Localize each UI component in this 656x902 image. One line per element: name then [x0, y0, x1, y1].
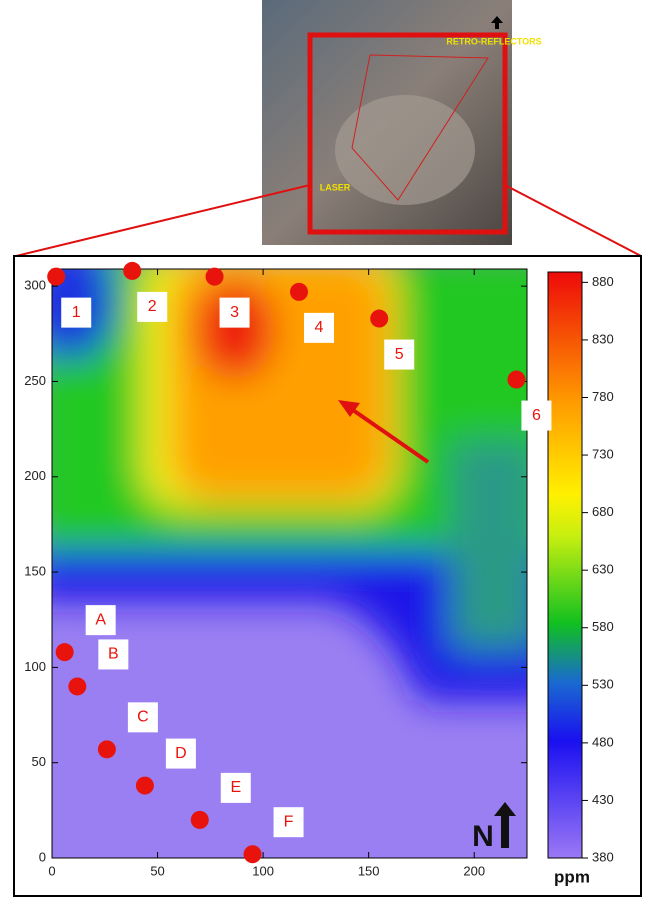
x-tick-label: 100	[252, 863, 274, 878]
point	[136, 777, 154, 795]
point-label: E	[230, 779, 241, 796]
colorbar-tick-label: 530	[592, 677, 614, 692]
point-label: 4	[315, 319, 324, 336]
field-red	[195, 280, 275, 380]
photo: RETRO-REFLECTORS LASER	[262, 0, 542, 245]
zoom-line	[505, 185, 641, 256]
figure: RETRO-REFLECTORS LASER N ppm 05010015020…	[0, 0, 656, 897]
y-tick-label: 150	[24, 564, 46, 579]
point-label: 5	[395, 346, 404, 363]
point-label: D	[175, 745, 187, 762]
colorbar-tick-label: 830	[592, 331, 614, 346]
colorbar-tick-label: 730	[592, 446, 614, 461]
colorbar-tick-label: 430	[592, 792, 614, 807]
point	[370, 310, 388, 328]
y-tick-label: 100	[24, 659, 46, 674]
photo-label: LASER	[320, 182, 351, 192]
point-label: 2	[148, 298, 157, 315]
colorbar-tick-label: 380	[592, 849, 614, 864]
point-label: 3	[230, 304, 239, 321]
colorbar-tick-label: 480	[592, 734, 614, 749]
y-tick-label: 50	[32, 754, 46, 769]
colorbar-tick-label: 880	[592, 274, 614, 289]
point	[244, 845, 262, 863]
x-tick-label: 0	[48, 863, 55, 878]
point	[206, 268, 224, 286]
colorbar-tick-label: 630	[592, 562, 614, 577]
point	[191, 811, 209, 829]
y-tick-label: 300	[24, 278, 46, 293]
point-label: 6	[532, 407, 541, 424]
y-tick-label: 250	[24, 373, 46, 388]
colorbar-tick-label: 580	[592, 619, 614, 634]
colorbar-label: ppm	[554, 867, 590, 886]
point-label: A	[95, 611, 106, 628]
point	[47, 268, 65, 286]
x-tick-label: 50	[150, 863, 164, 878]
colorbar-tick-label: 780	[592, 389, 614, 404]
heatmap	[25, 240, 570, 858]
point-label: B	[108, 646, 119, 663]
point	[98, 740, 116, 758]
point	[56, 643, 74, 661]
y-tick-label: 0	[39, 849, 46, 864]
point	[123, 262, 141, 280]
point	[290, 283, 308, 301]
point	[507, 371, 525, 389]
point-label: F	[284, 813, 294, 830]
x-tick-label: 200	[463, 863, 485, 878]
point	[68, 677, 86, 695]
north-label: N	[472, 820, 494, 853]
colorbar-tick-label: 680	[592, 504, 614, 519]
x-tick-label: 150	[358, 863, 380, 878]
photo-label: RETRO-REFLECTORS	[446, 36, 541, 46]
point-label: C	[137, 709, 149, 726]
field-orange	[170, 260, 390, 500]
y-tick-label: 200	[24, 468, 46, 483]
colorbar	[548, 272, 582, 858]
point-label: 1	[72, 304, 81, 321]
